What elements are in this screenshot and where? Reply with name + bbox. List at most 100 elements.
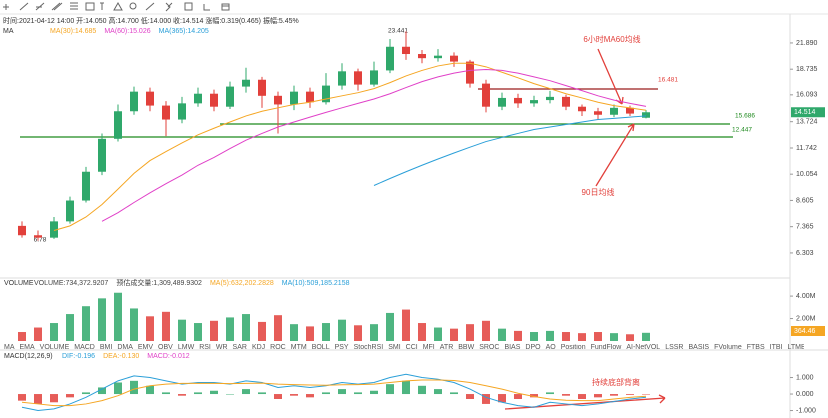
indicator-tab[interactable]: EMV: [137, 344, 154, 351]
annotation: 6.78: [34, 237, 47, 244]
volume-tag: [791, 326, 825, 336]
candle-body: [482, 83, 490, 107]
indicator-tab[interactable]: ROC: [270, 344, 286, 351]
indicator-tab[interactable]: VOLUME: [39, 344, 70, 351]
annotation: 持续底部背离: [592, 377, 640, 387]
indicator-tab[interactable]: RSI: [199, 344, 211, 351]
series-line: [101, 69, 647, 222]
candle-body: [114, 111, 122, 139]
y-tick-label: 11.742: [796, 145, 817, 152]
macd-bar: [434, 389, 442, 395]
macd-bar: [162, 392, 170, 395]
candle-body: [354, 71, 362, 85]
hide-tool[interactable]: [203, 4, 210, 11]
indicator-tab[interactable]: SMI: [388, 344, 401, 351]
macd-bar: [386, 384, 394, 395]
annotation: 16.481: [658, 77, 678, 84]
indicator-tab[interactable]: EMA: [19, 344, 35, 351]
macd-bar: [82, 392, 90, 395]
indicator-tab[interactable]: StochRSI: [353, 344, 384, 351]
indicator-tab[interactable]: BIAS: [504, 344, 521, 351]
indicator-tab[interactable]: SROC: [479, 344, 500, 351]
indicator-tab[interactable]: DPO: [525, 344, 541, 351]
volume-bar: [514, 330, 522, 341]
indicator-tab[interactable]: ATR: [439, 344, 454, 351]
candle-body: [306, 91, 314, 103]
indicator-tab[interactable]: FVolume: [714, 344, 742, 351]
legend-entry: VOLUME:734,372.9207: [34, 280, 108, 287]
y-tick-label: 2.00M: [796, 315, 816, 322]
macd-bar: [354, 392, 362, 395]
y-tick-label: 6.303: [796, 250, 814, 257]
volume-bar: [450, 328, 458, 341]
indicator-tab[interactable]: FundFlow: [590, 344, 622, 351]
indicator-tab[interactable]: MTM: [290, 344, 307, 351]
indicator-tab[interactable]: BBW: [458, 344, 475, 351]
volume-bar: [82, 306, 90, 341]
indicator-tab[interactable]: ITBI: [769, 344, 783, 351]
indicator-tab[interactable]: PSY: [334, 344, 349, 351]
macd-bar: [146, 385, 154, 395]
ohlc-info: 时间:2021-04-12 14:00 开:14.050 高:14.700 低:…: [3, 16, 299, 25]
candle-body: [514, 97, 522, 104]
volume-bar: [258, 321, 266, 341]
indicator-tab[interactable]: Position: [560, 344, 586, 351]
indicator-tab[interactable]: DMA: [117, 344, 133, 351]
indicator-tab[interactable]: AO: [545, 344, 556, 351]
indicator-tab[interactable]: LSSR: [665, 344, 684, 351]
candle-body: [274, 95, 282, 105]
indicator-tab[interactable]: MFI: [422, 344, 435, 351]
candle-body: [162, 105, 170, 120]
indicator-tab[interactable]: BOLL: [311, 344, 330, 351]
lock-tool[interactable]: [184, 2, 193, 11]
shape-tool[interactable]: [113, 1, 123, 11]
macd-bar: [514, 394, 522, 399]
indicator-tab[interactable]: KDJ: [251, 344, 266, 351]
volume-bar: [18, 332, 26, 341]
indicator-tab[interactable]: CCI: [405, 344, 418, 351]
macd-bar: [290, 394, 298, 396]
indicator-tab[interactable]: SAR: [232, 344, 247, 351]
ray-tool[interactable]: [35, 2, 45, 11]
measure-tool[interactable]: [129, 2, 137, 10]
last-price-label: 14.514: [794, 109, 816, 116]
candle-body: [338, 71, 346, 86]
delete-tool[interactable]: [221, 3, 230, 11]
indicator-tab[interactable]: LTMB: [787, 344, 804, 351]
volume-bar: [578, 333, 586, 341]
indicator-tab[interactable]: BASIS: [688, 344, 710, 351]
indicator-tab[interactable]: OBV: [158, 344, 173, 351]
volume-bar: [274, 315, 282, 341]
indicator-tab[interactable]: MA: [4, 344, 15, 351]
pen-tool[interactable]: [145, 2, 155, 11]
indicator-tab[interactable]: WR: [215, 344, 228, 351]
volume-bar: [226, 317, 234, 341]
line-tool[interactable]: [19, 2, 29, 11]
macd-bar: [498, 394, 506, 403]
toolbar[interactable]: [3, 1, 230, 12]
crosshair-tool[interactable]: [3, 4, 9, 10]
volume-tag-label: 364.46: [794, 328, 816, 335]
candle-body: [642, 112, 650, 118]
candle-body: [498, 97, 506, 107]
volume-bar: [418, 323, 426, 341]
macd-bar: [370, 390, 378, 395]
indicator-tab[interactable]: AI-NetVOL: [626, 344, 661, 351]
indicator-tab[interactable]: FTBS: [746, 344, 765, 351]
y-tick-label: -1.000: [796, 407, 816, 414]
macd-bar: [562, 394, 570, 396]
text-tool[interactable]: [100, 2, 104, 10]
volume-bar: [306, 326, 314, 341]
candle-body: [434, 55, 442, 59]
volume-bar: [98, 298, 106, 341]
rect-tool[interactable]: [85, 2, 95, 11]
fib-tool[interactable]: [70, 2, 78, 10]
magnet-tool[interactable]: [165, 2, 173, 12]
indicator-tab[interactable]: LMW: [177, 344, 195, 351]
y-tick-label: 8.605: [796, 197, 814, 204]
channel-tool[interactable]: [51, 2, 63, 11]
indicator-tab[interactable]: BMI: [99, 344, 113, 351]
indicator-tab[interactable]: MACD: [74, 344, 95, 351]
macd-bar: [610, 394, 618, 396]
macd-bar: [66, 394, 74, 398]
